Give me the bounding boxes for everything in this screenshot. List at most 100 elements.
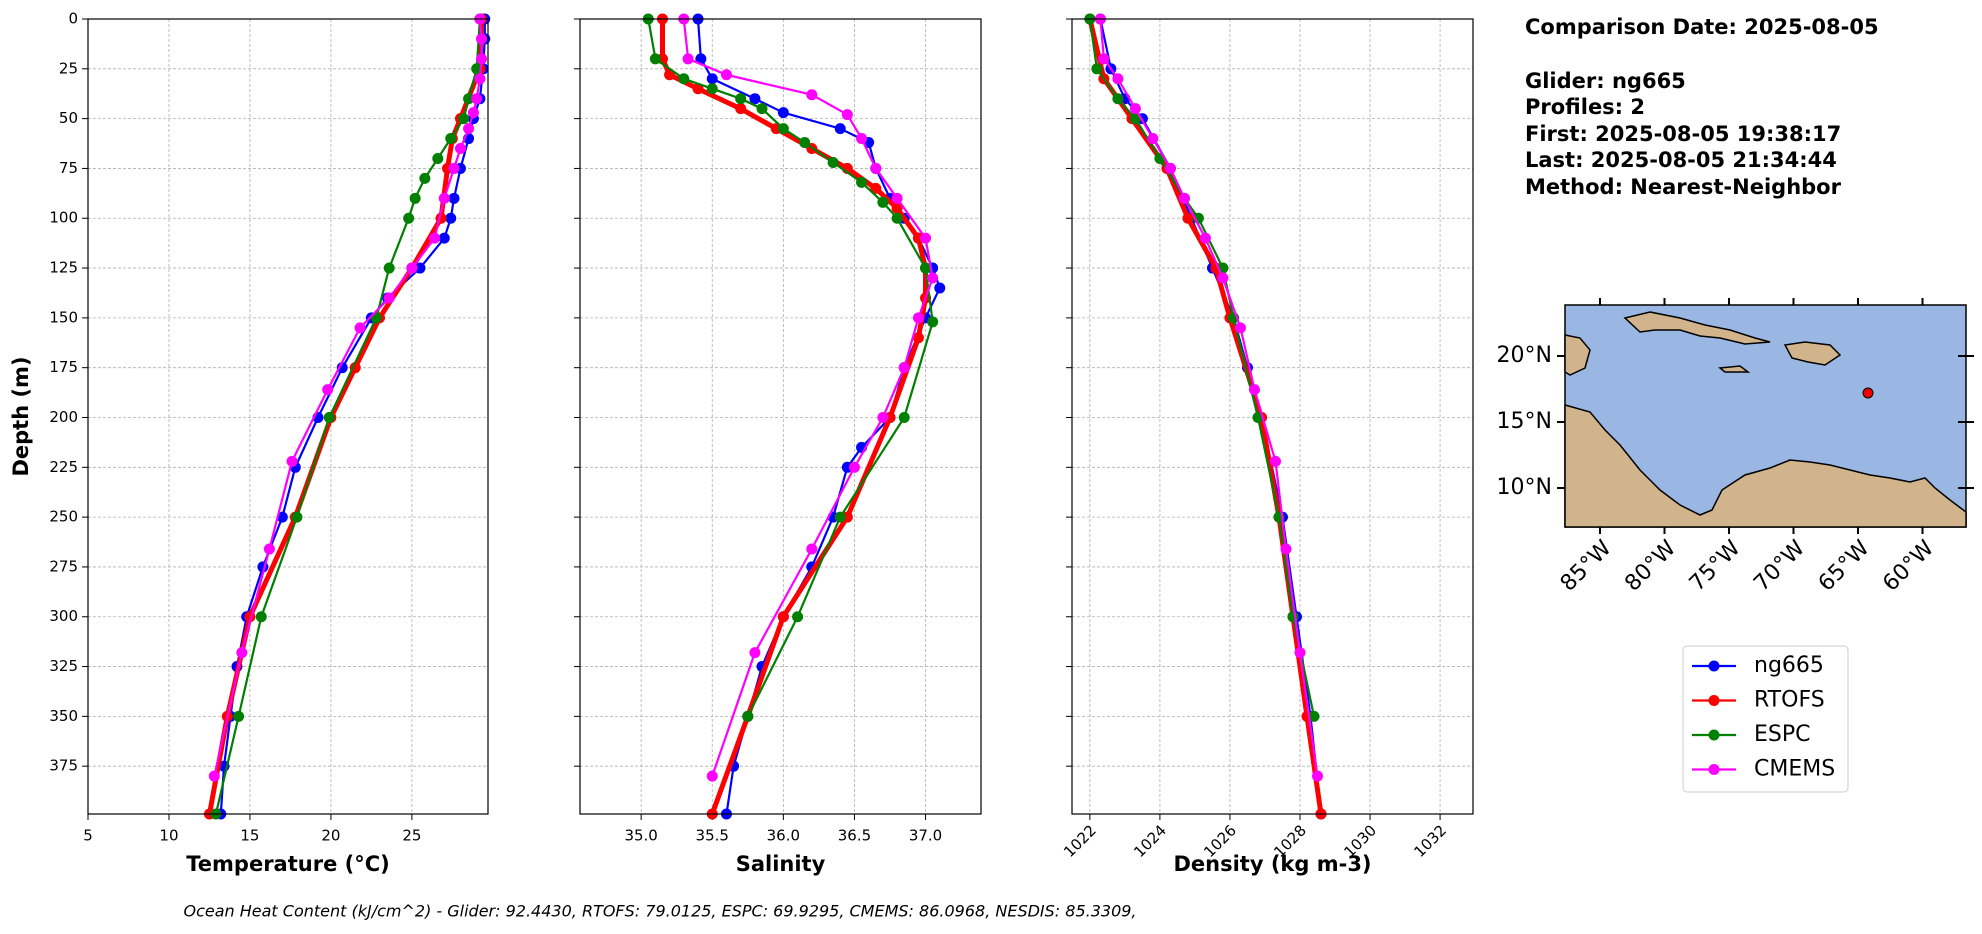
series-marker [735,93,747,105]
series-marker [454,143,466,155]
series-marker [1269,455,1281,467]
map-lon-label: 60°W [1878,536,1939,597]
y-tick-label: 25 [59,59,78,77]
series-marker [208,770,220,782]
series-marker [720,69,732,81]
series-marker [255,611,267,623]
x-axis-label: Temperature (°C) [186,852,389,876]
map-lat-label: 20°N [1497,343,1552,368]
info-line: Last: 2025-08-05 21:34:44 [1525,148,1837,172]
series-marker [1312,770,1324,782]
series-marker [870,162,882,174]
legend-box [1682,645,1849,793]
legend-label: RTOFS [1754,688,1825,713]
series-marker [1164,162,1176,174]
series-marker [706,73,718,85]
legend: ng665 RTOFS ESPC CMEMS [1682,645,1849,793]
series-marker [383,262,395,274]
y-tick-label: 50 [59,109,78,127]
x-tick-label: 35.5 [696,827,729,845]
series-marker [735,103,747,115]
y-tick-label: 225 [49,458,78,476]
series-marker [233,710,245,722]
series-marker [1129,113,1141,125]
series-line [1087,18,1324,815]
series-marker [927,272,939,284]
map-lat-label: 15°N [1497,409,1552,434]
x-tick-label: 25 [402,827,421,845]
series-marker [891,202,903,214]
legend-marker [1708,729,1720,741]
series-marker [406,262,418,274]
series-marker [432,152,444,164]
series-marker [286,455,298,467]
x-axis-label: Salinity [736,852,826,876]
series-line [219,19,486,815]
map-lon-label: 85°W [1556,536,1617,597]
series-marker [841,109,853,121]
series-marker [1147,133,1159,145]
series-marker [1280,543,1292,555]
series-marker [445,133,457,145]
footer: Ocean Heat Content (kJ/cm^2) - Glider: 9… [183,902,1136,921]
y-tick-label: 325 [49,657,78,675]
info-line: Profiles: 2 [1525,95,1645,119]
series-marker [934,282,946,294]
y-tick-label: 200 [49,408,78,426]
series-marker [777,107,789,119]
series-marker [429,232,441,244]
legend-marker [1708,764,1720,775]
y-tick-label: 100 [49,209,78,227]
series-marker [438,192,450,204]
series-marker [877,196,889,208]
series-marker [856,133,868,145]
y-tick-label: 0 [68,10,78,28]
series-marker [1182,212,1194,224]
x-tick-label: 1032 [1410,821,1450,861]
series-marker [912,332,924,344]
x-tick-label: 36.0 [767,827,800,845]
info-line: Glider: ng665 [1525,69,1686,93]
series-marker [471,93,483,105]
legend-label: CMEMS [1754,757,1835,782]
series-marker [1248,384,1260,396]
map-islands [1623,311,1842,373]
series-marker [1112,73,1124,85]
series-marker [1091,63,1103,75]
series-marker [682,53,694,65]
series-marker [476,33,488,45]
info-line: Method: Nearest-Neighbor [1525,175,1842,199]
map-lat-label: 10°N [1497,475,1552,500]
series-marker [777,123,789,135]
series-marker [445,212,457,224]
x-tick-label: 5 [83,827,93,845]
series-marker [1252,411,1264,423]
series-marker [848,461,860,473]
series-marker [322,384,334,396]
x-tick-label: 36.5 [838,827,871,845]
series-marker [467,107,479,119]
y-tick-label: 350 [49,707,78,725]
series-marker [1217,272,1229,284]
series-line [213,18,483,777]
series-line [214,18,481,815]
series-marker [898,362,910,374]
series-marker [1294,647,1306,659]
series-marker [920,262,932,274]
series-marker [742,710,754,722]
series-marker [834,123,846,135]
map-lon-label: 80°W [1620,536,1681,597]
series-marker [749,647,761,659]
panel: 35.0 35.5 36.0 36.5 37.0 Salinity [574,13,982,876]
series-marker [476,53,488,65]
series-marker [827,156,839,168]
y-tick-label: 175 [49,358,78,376]
series-marker [414,262,426,274]
legend-label: ng665 [1754,653,1824,678]
series-marker [263,543,275,555]
series-marker [891,212,903,224]
series-marker [438,232,450,244]
x-tick-label: 15 [240,827,259,845]
